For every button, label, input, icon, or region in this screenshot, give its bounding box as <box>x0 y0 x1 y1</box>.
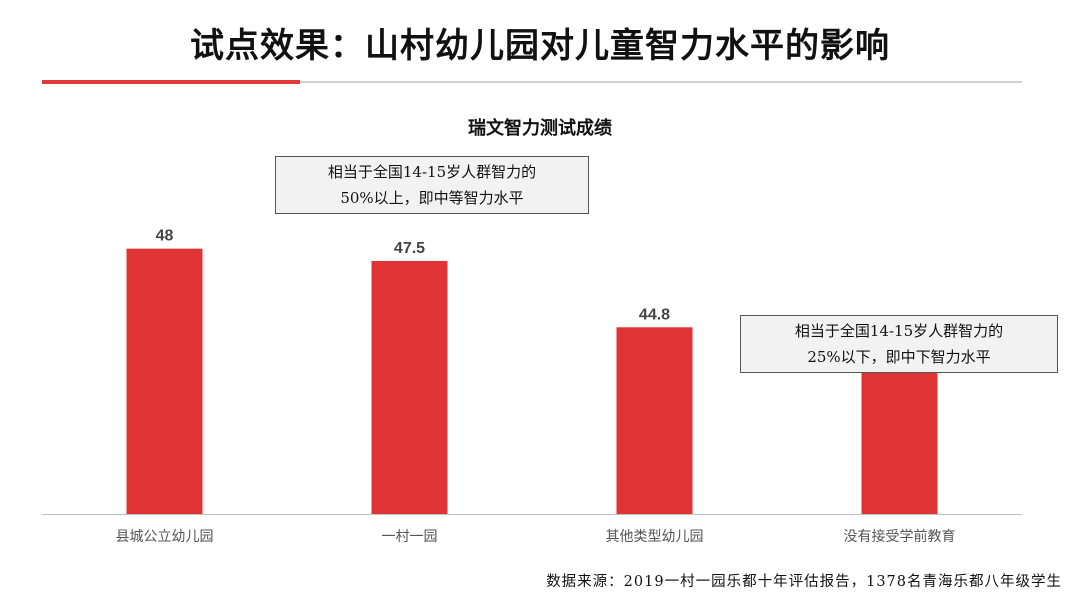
page-title: 试点效果：山村幼儿园对儿童智力水平的影响 <box>190 26 890 66</box>
bar-value-label: 47.5 <box>394 240 425 257</box>
bar-value-label: 44.8 <box>639 306 670 323</box>
title-divider <box>42 81 1022 83</box>
bar <box>126 248 203 515</box>
bar-value-label: 48 <box>156 228 174 245</box>
chart-title: 瑞文智力测试成绩 <box>468 118 612 139</box>
bar <box>371 260 448 514</box>
annotation-box-upper: 相当于全国14-15岁人群智力的 50%以上，即中等智力水平 <box>275 156 589 214</box>
annotation-line: 相当于全国14-15岁人群智力的 <box>327 163 537 181</box>
annotation-line: 25%以下，即中下智力水平 <box>807 348 991 366</box>
annotation-line: 50%以上，即中等智力水平 <box>340 189 524 207</box>
bar <box>861 371 938 514</box>
title-accent-bar <box>42 80 300 84</box>
x-tick-label: 其他类型幼儿园 <box>606 529 704 545</box>
annotation-line: 相当于全国14-15岁人群智力的 <box>794 322 1004 340</box>
bar <box>616 327 693 514</box>
annotation-box-lower: 相当于全国14-15岁人群智力的 25%以下，即中下智力水平 <box>740 315 1058 373</box>
data-source-note: 数据来源：2019一村一园乐都十年评估报告，1378名青海乐都八年级学生 <box>546 574 1062 590</box>
x-tick-label: 一村一园 <box>382 529 438 545</box>
x-tick-label: 没有接受学前教育 <box>844 528 956 545</box>
x-tick-label: 县城公立幼儿园 <box>116 529 214 545</box>
